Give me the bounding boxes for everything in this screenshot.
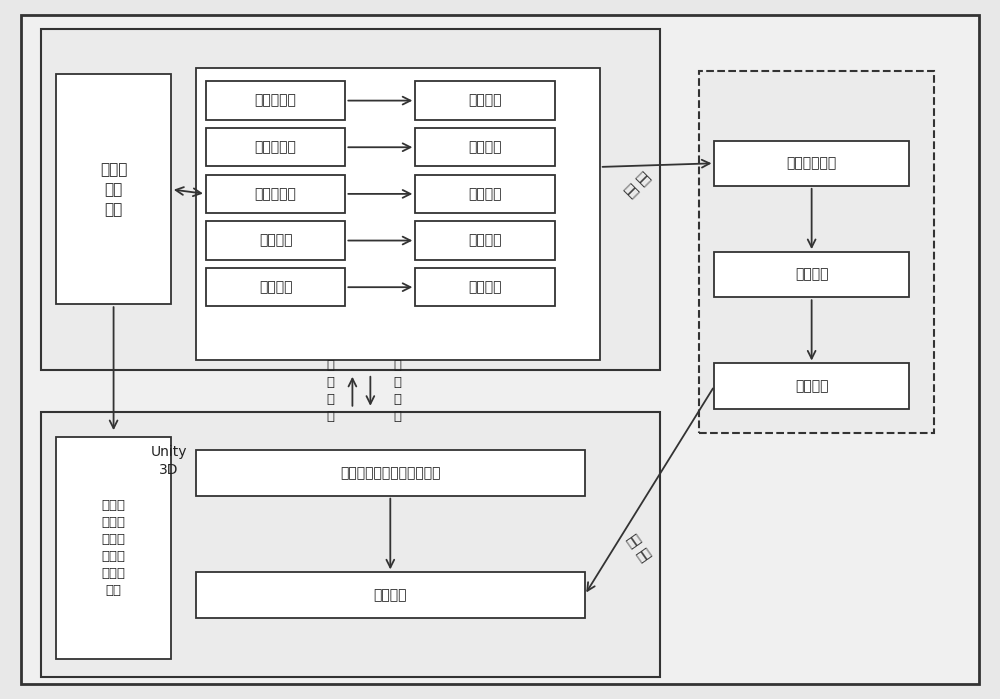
- FancyBboxPatch shape: [206, 222, 345, 260]
- Text: 速度传感器: 速度传感器: [255, 140, 297, 154]
- Text: Unity
3D: Unity 3D: [151, 445, 187, 477]
- FancyBboxPatch shape: [196, 68, 600, 360]
- FancyBboxPatch shape: [714, 140, 909, 186]
- FancyBboxPatch shape: [714, 363, 909, 409]
- Text: 监测
预警: 监测 预警: [621, 170, 653, 202]
- FancyBboxPatch shape: [714, 252, 909, 297]
- Text: 速度数据: 速度数据: [468, 140, 502, 154]
- Text: 数模驱动的服役状态下仳真: 数模驱动的服役状态下仳真: [340, 466, 441, 480]
- FancyBboxPatch shape: [415, 222, 555, 260]
- FancyBboxPatch shape: [699, 71, 934, 433]
- Text: 服役状
态下
轴承: 服役状 态下 轴承: [100, 162, 127, 217]
- Text: 优化数据: 优化数据: [795, 379, 828, 393]
- Text: 优化
迭代: 优化 迭代: [625, 531, 654, 565]
- FancyBboxPatch shape: [415, 128, 555, 166]
- Text: 实时运算数据: 实时运算数据: [787, 157, 837, 171]
- FancyBboxPatch shape: [196, 450, 585, 496]
- FancyBboxPatch shape: [206, 175, 345, 213]
- FancyBboxPatch shape: [415, 82, 555, 120]
- Text: 轴承型号: 轴承型号: [259, 233, 292, 247]
- Text: 振动数据: 振动数据: [468, 187, 502, 201]
- FancyBboxPatch shape: [21, 15, 979, 684]
- Text: 神经网络: 神经网络: [795, 268, 828, 282]
- Text: 仳真数据: 仳真数据: [374, 588, 407, 602]
- Text: 振动传感器: 振动传感器: [255, 187, 297, 201]
- Text: 温度传感器: 温度传感器: [255, 94, 297, 108]
- FancyBboxPatch shape: [206, 82, 345, 120]
- FancyBboxPatch shape: [206, 268, 345, 306]
- FancyBboxPatch shape: [415, 175, 555, 213]
- FancyBboxPatch shape: [196, 572, 585, 617]
- Text: 轴承全
生命周
期监测
用轴承
数字孭
生体: 轴承全 生命周 期监测 用轴承 数字孭 生体: [102, 499, 126, 597]
- Text: 优
化
迭
代: 优 化 迭 代: [326, 359, 334, 424]
- FancyBboxPatch shape: [41, 29, 660, 370]
- Text: 轴承数据: 轴承数据: [468, 233, 502, 247]
- Text: 环境因素: 环境因素: [259, 280, 292, 294]
- FancyBboxPatch shape: [56, 437, 171, 659]
- Text: 环境参数: 环境参数: [468, 280, 502, 294]
- FancyBboxPatch shape: [56, 75, 171, 304]
- FancyBboxPatch shape: [415, 268, 555, 306]
- FancyBboxPatch shape: [41, 412, 660, 677]
- Text: 温度数据: 温度数据: [468, 94, 502, 108]
- Text: 数
据
获
取: 数 据 获 取: [393, 359, 401, 424]
- FancyBboxPatch shape: [206, 128, 345, 166]
